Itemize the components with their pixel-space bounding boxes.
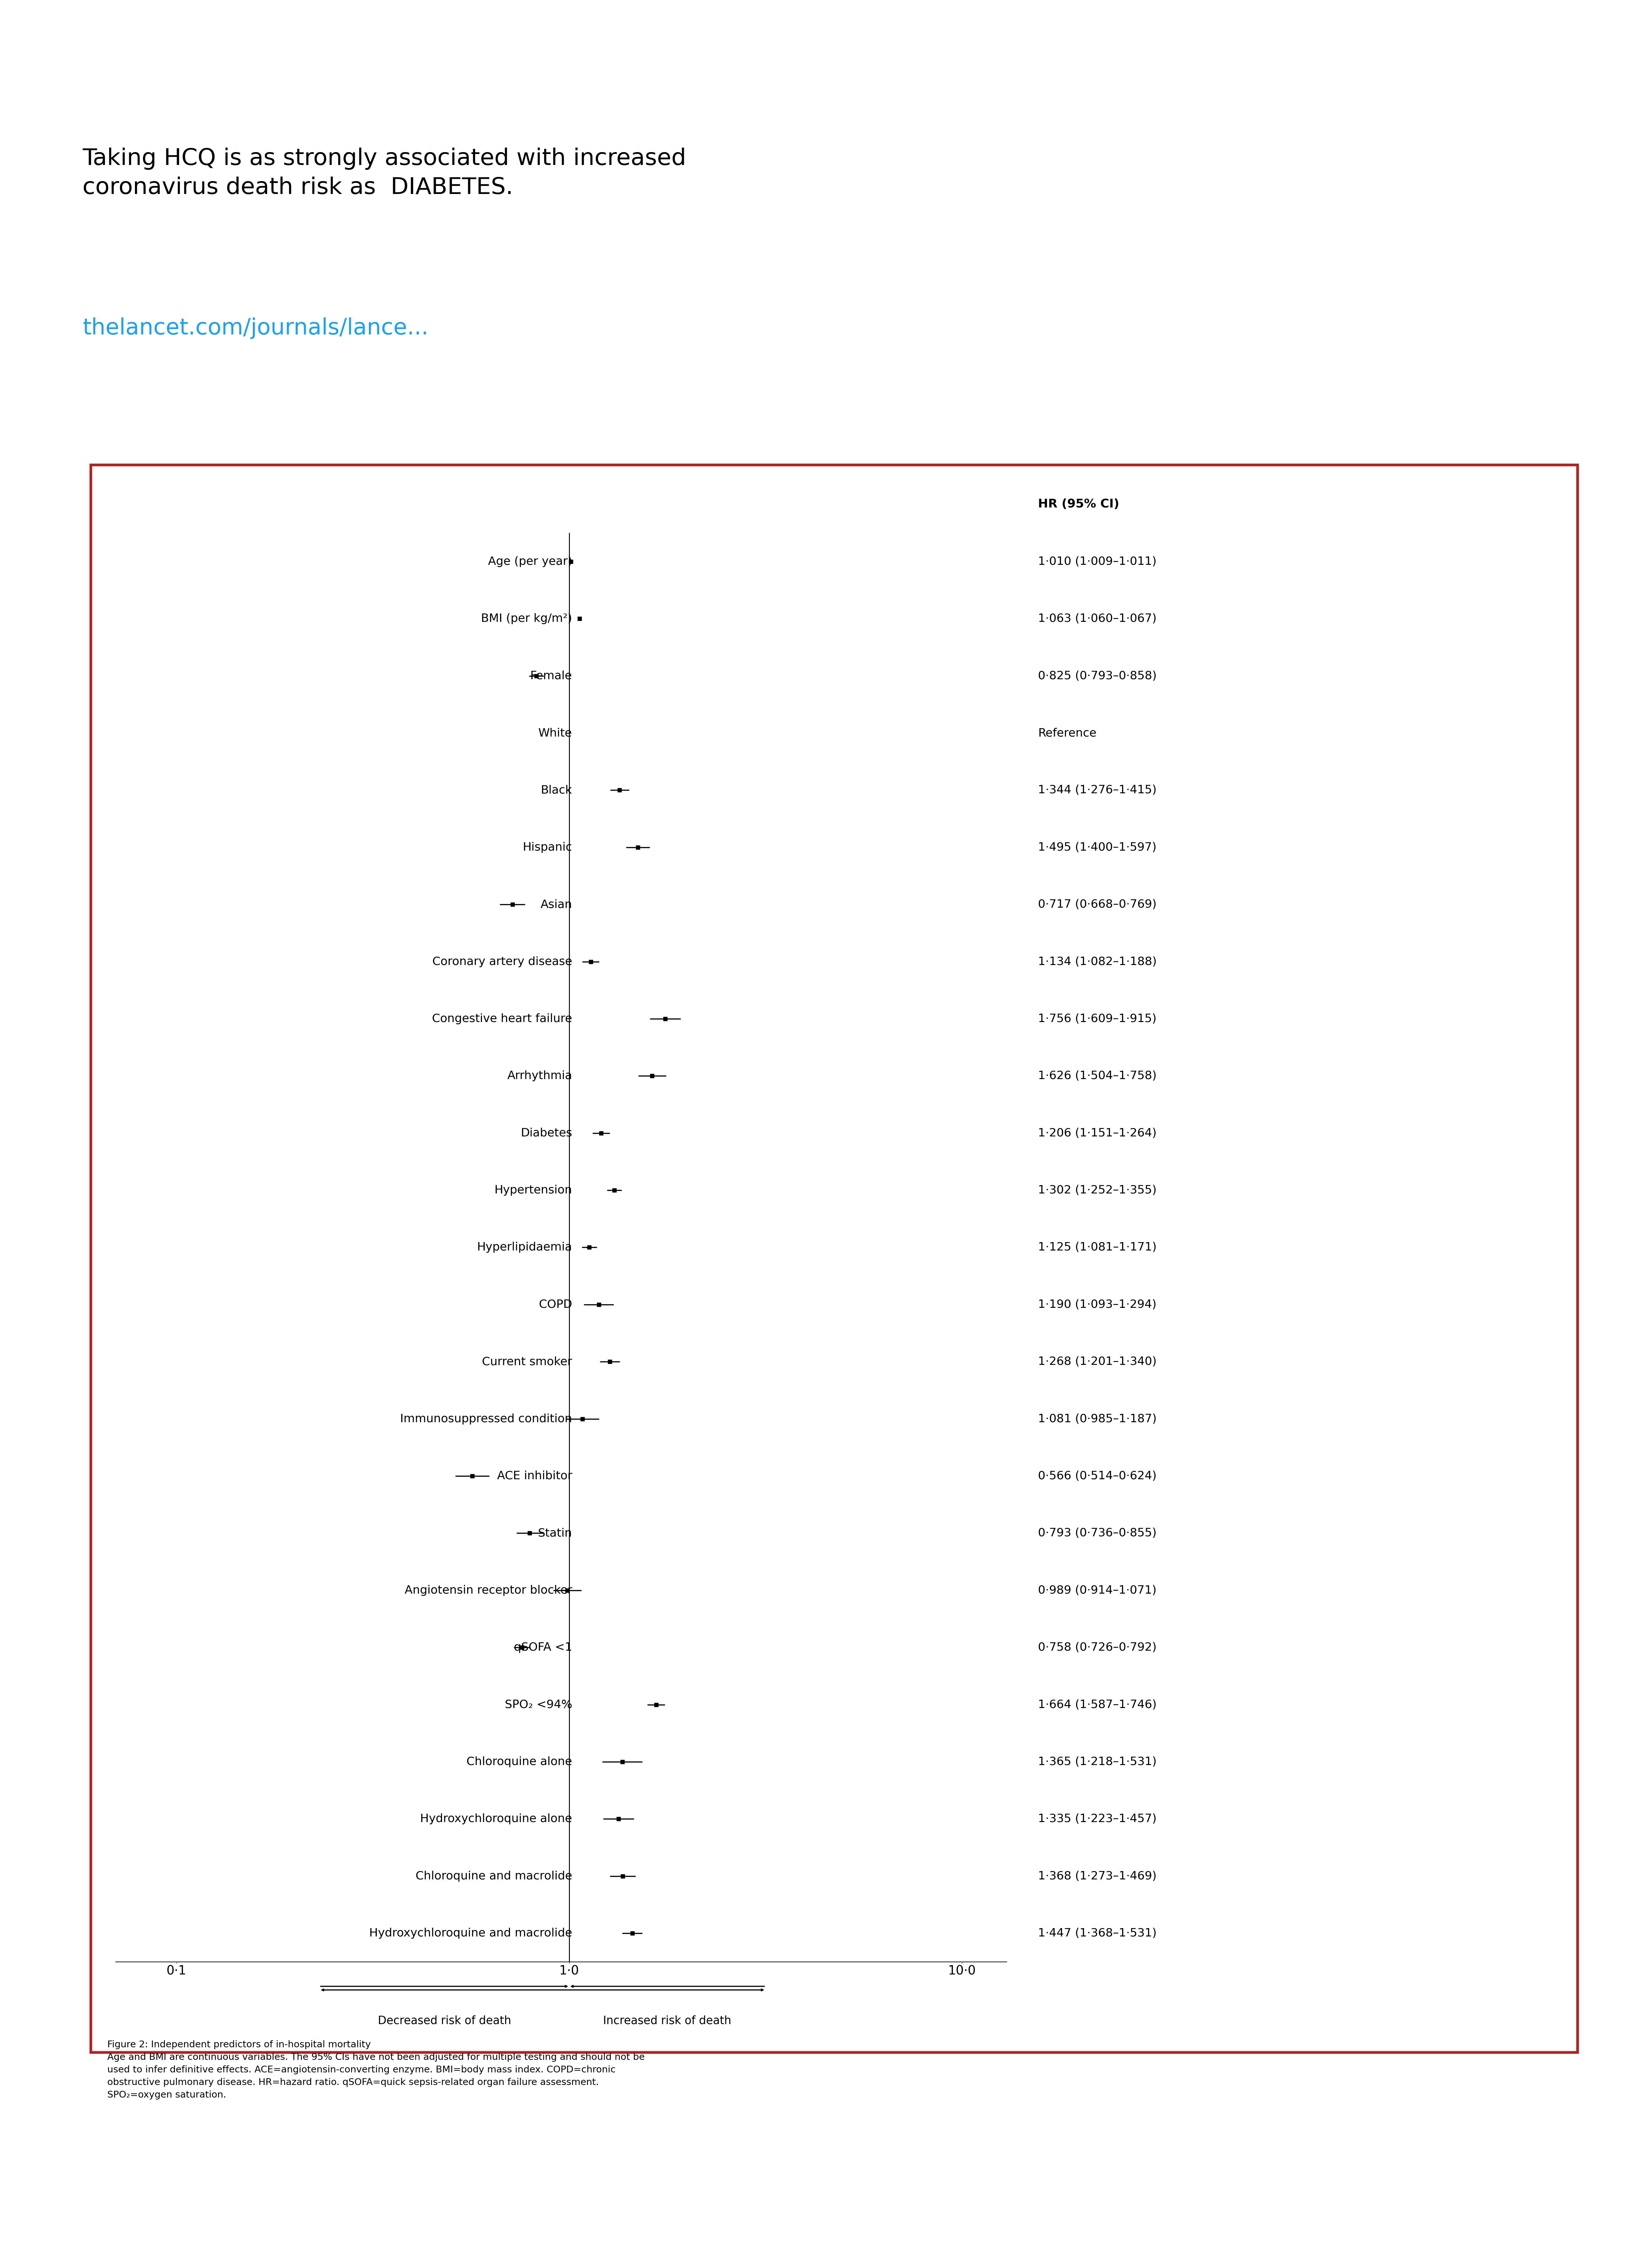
Text: 1·206 (1·151–1·264): 1·206 (1·151–1·264)	[1037, 1127, 1156, 1139]
Text: SPO₂ <94%: SPO₂ <94%	[506, 1699, 572, 1710]
Text: HR (95% CI): HR (95% CI)	[1037, 499, 1120, 510]
Text: 1·268 (1·201–1·340): 1·268 (1·201–1·340)	[1037, 1356, 1156, 1368]
Text: 1·626 (1·504–1·758): 1·626 (1·504–1·758)	[1037, 1070, 1156, 1082]
Text: Angiotensin receptor blocker: Angiotensin receptor blocker	[405, 1585, 572, 1597]
Text: Current smoker: Current smoker	[482, 1356, 572, 1368]
Text: Black: Black	[540, 785, 572, 796]
Text: 0·566 (0·514–0·624): 0·566 (0·514–0·624)	[1037, 1470, 1156, 1481]
Text: Arrhythmia: Arrhythmia	[507, 1070, 572, 1082]
Text: 1·063 (1·060–1·067): 1·063 (1·060–1·067)	[1037, 612, 1156, 624]
Text: 1·190 (1·093–1·294): 1·190 (1·093–1·294)	[1037, 1300, 1156, 1311]
Text: 0·825 (0·793–0·858): 0·825 (0·793–0·858)	[1037, 671, 1156, 680]
Text: Figure 2: Independent predictors of in-hospital mortality
Age and BMI are contin: Figure 2: Independent predictors of in-h…	[107, 2041, 644, 2100]
Text: 0·758 (0·726–0·792): 0·758 (0·726–0·792)	[1037, 1642, 1156, 1653]
Text: COPD: COPD	[539, 1300, 572, 1311]
Text: Congestive heart failure: Congestive heart failure	[433, 1014, 572, 1025]
Text: 0·793 (0·736–0·855): 0·793 (0·736–0·855)	[1037, 1529, 1156, 1538]
Text: 1·010 (1·009–1·011): 1·010 (1·009–1·011)	[1037, 556, 1156, 567]
Text: Statin: Statin	[539, 1529, 572, 1538]
Text: 1·756 (1·609–1·915): 1·756 (1·609–1·915)	[1037, 1014, 1156, 1025]
Text: 1·335 (1·223–1·457): 1·335 (1·223–1·457)	[1037, 1814, 1156, 1823]
FancyBboxPatch shape	[91, 465, 1578, 2053]
Text: Hypertension: Hypertension	[494, 1184, 572, 1195]
Text: Increased risk of death: Increased risk of death	[603, 2016, 732, 2025]
Text: Chloroquine and macrolide: Chloroquine and macrolide	[416, 1871, 572, 1882]
Text: Chloroquine alone: Chloroquine alone	[466, 1755, 572, 1767]
Text: 1·302 (1·252–1·355): 1·302 (1·252–1·355)	[1037, 1184, 1156, 1195]
Text: ACE inhibitor: ACE inhibitor	[497, 1470, 572, 1481]
Text: 1·495 (1·400–1·597): 1·495 (1·400–1·597)	[1037, 841, 1156, 853]
Text: White: White	[539, 728, 572, 739]
Text: Female: Female	[530, 671, 572, 680]
Text: 1·368 (1·273–1·469): 1·368 (1·273–1·469)	[1037, 1871, 1156, 1882]
Text: Hispanic: Hispanic	[522, 841, 572, 853]
Text: Hyperlipidaemia: Hyperlipidaemia	[477, 1243, 572, 1252]
Text: Asian: Asian	[540, 898, 572, 909]
Text: 1·081 (0·985–1·187): 1·081 (0·985–1·187)	[1037, 1413, 1156, 1424]
Text: Age (per year): Age (per year)	[487, 556, 572, 567]
Text: Taking HCQ is as strongly associated with increased
coronavirus death risk as  D: Taking HCQ is as strongly associated wit…	[83, 147, 686, 200]
Text: Decreased risk of death: Decreased risk of death	[378, 2016, 510, 2025]
Text: Diabetes: Diabetes	[520, 1127, 572, 1139]
Text: 1·125 (1·081–1·171): 1·125 (1·081–1·171)	[1037, 1243, 1156, 1252]
Text: Coronary artery disease: Coronary artery disease	[433, 957, 572, 966]
Text: Hydroxychloroquine and macrolide: Hydroxychloroquine and macrolide	[368, 1928, 572, 1939]
Text: 0·717 (0·668–0·769): 0·717 (0·668–0·769)	[1037, 898, 1156, 909]
Text: 1·365 (1·218–1·531): 1·365 (1·218–1·531)	[1037, 1755, 1156, 1767]
Text: thelancet.com/journals/lance...: thelancet.com/journals/lance...	[83, 318, 428, 340]
Text: 1·664 (1·587–1·746): 1·664 (1·587–1·746)	[1037, 1699, 1156, 1710]
Text: qSOFA <1: qSOFA <1	[514, 1642, 572, 1653]
Text: 1·134 (1·082–1·188): 1·134 (1·082–1·188)	[1037, 957, 1156, 966]
Text: Hydroxychloroquine alone: Hydroxychloroquine alone	[420, 1814, 572, 1823]
Text: Reference: Reference	[1037, 728, 1097, 739]
Text: BMI (per kg/m²): BMI (per kg/m²)	[481, 612, 572, 624]
Text: 1·344 (1·276–1·415): 1·344 (1·276–1·415)	[1037, 785, 1156, 796]
Text: 1·447 (1·368–1·531): 1·447 (1·368–1·531)	[1037, 1928, 1156, 1939]
Text: Immunosuppressed condition: Immunosuppressed condition	[400, 1413, 572, 1424]
Text: 0·989 (0·914–1·071): 0·989 (0·914–1·071)	[1037, 1585, 1156, 1597]
